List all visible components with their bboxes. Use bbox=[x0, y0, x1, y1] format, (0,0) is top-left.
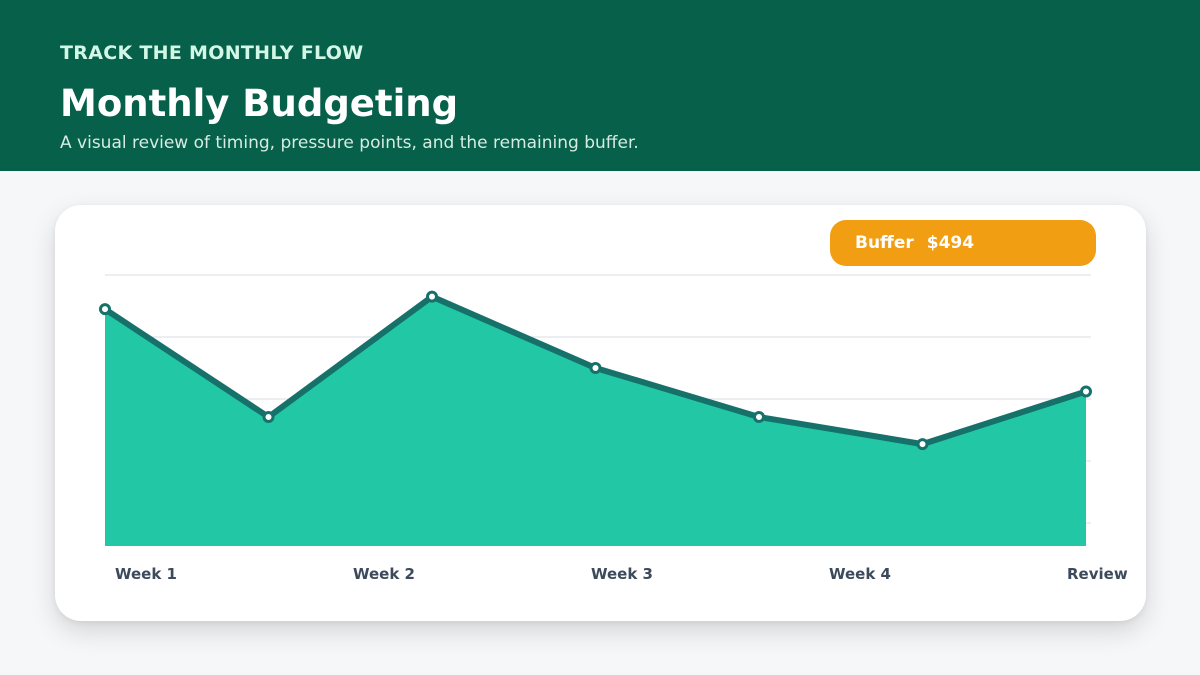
buffer-value: $494 bbox=[926, 233, 975, 253]
eyebrow-text: TRACK THE MONTHLY FLOW bbox=[60, 42, 364, 64]
data-point bbox=[262, 411, 275, 424]
data-point bbox=[753, 411, 765, 424]
chart-points bbox=[99, 290, 1092, 451]
data-point bbox=[589, 361, 602, 374]
x-tick-label: Review bbox=[1067, 565, 1128, 583]
data-point bbox=[426, 290, 438, 303]
x-tick-label: Week 2 bbox=[353, 565, 415, 583]
buffer-label: Buffer bbox=[855, 233, 914, 253]
data-point bbox=[99, 303, 111, 316]
data-point bbox=[1080, 385, 1092, 398]
x-tick-label: Week 3 bbox=[591, 565, 653, 583]
data-point bbox=[916, 438, 929, 451]
x-tick-label: Week 1 bbox=[115, 565, 177, 583]
buffer-badge: Buffer $494 bbox=[830, 220, 1096, 266]
page-subtitle: A visual review of timing, pressure poin… bbox=[60, 133, 639, 153]
x-tick-label: Week 4 bbox=[829, 565, 891, 583]
x-axis-ticks: Week 1 Week 2 Week 3 Week 4 Review bbox=[115, 565, 1128, 583]
chart-area-layer bbox=[102, 293, 1089, 546]
area-fill bbox=[105, 296, 1086, 546]
header-banner: TRACK THE MONTHLY FLOW Monthly Budgeting… bbox=[0, 0, 1200, 171]
page-title: Monthly Budgeting bbox=[60, 82, 459, 125]
